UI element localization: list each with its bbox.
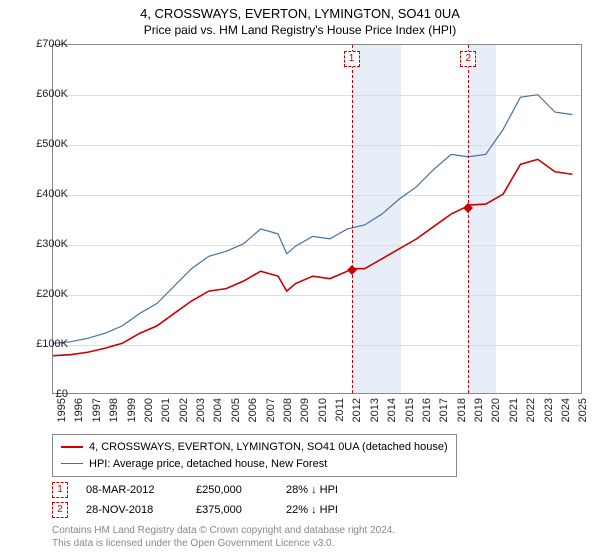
legend-swatch-blue bbox=[61, 463, 83, 464]
x-axis-label: 2010 bbox=[317, 398, 329, 428]
x-axis-label: 1996 bbox=[73, 398, 85, 428]
x-axis-label: 2014 bbox=[386, 398, 398, 428]
footer-line2: This data is licensed under the Open Gov… bbox=[52, 537, 395, 550]
x-axis-label: 2020 bbox=[490, 398, 502, 428]
x-axis-label: 2019 bbox=[473, 398, 485, 428]
y-axis-label: £500K bbox=[20, 138, 68, 150]
sale-marker-line bbox=[468, 45, 469, 393]
plot-area: 12 bbox=[52, 44, 582, 394]
sales-table: 1 08-MAR-2012£250,00028% ↓ HPI 2 28-NOV-201… bbox=[52, 480, 406, 520]
legend-swatch-red bbox=[61, 446, 83, 448]
x-axis-label: 2011 bbox=[334, 398, 346, 428]
y-axis-label: £600K bbox=[20, 88, 68, 100]
x-axis-label: 2016 bbox=[421, 398, 433, 428]
legend-row: 4, CROSSWAYS, EVERTON, LYMINGTON, SO41 0… bbox=[61, 439, 448, 456]
title-line2: Price paid vs. HM Land Registry's House … bbox=[0, 23, 600, 41]
y-axis-label: £700K bbox=[20, 38, 68, 50]
x-axis-label: 1997 bbox=[91, 398, 103, 428]
sale-date: 08-MAR-2012 bbox=[86, 484, 196, 496]
legend-label-red: 4, CROSSWAYS, EVERTON, LYMINGTON, SO41 0… bbox=[89, 439, 448, 456]
x-axis-label: 2005 bbox=[230, 398, 242, 428]
sale-marker-line bbox=[352, 45, 353, 393]
chart-container: 4, CROSSWAYS, EVERTON, LYMINGTON, SO41 0… bbox=[0, 0, 600, 560]
sale-price: £250,000 bbox=[196, 484, 286, 496]
x-axis-label: 2000 bbox=[143, 398, 155, 428]
legend-label-blue: HPI: Average price, detached house, New … bbox=[89, 456, 327, 473]
series_red-line bbox=[53, 159, 572, 355]
sale-marker-box: 2 bbox=[460, 51, 476, 67]
series_blue-line bbox=[53, 95, 572, 344]
sale-row: 1 08-MAR-2012£250,00028% ↓ HPI bbox=[52, 480, 406, 500]
x-axis-label: 2022 bbox=[525, 398, 537, 428]
x-axis-label: 2021 bbox=[508, 398, 520, 428]
x-axis-label: 2023 bbox=[543, 398, 555, 428]
x-axis-label: 2008 bbox=[282, 398, 294, 428]
title-line1: 4, CROSSWAYS, EVERTON, LYMINGTON, SO41 0… bbox=[0, 0, 600, 23]
x-axis-label: 2024 bbox=[560, 398, 572, 428]
chart-svg bbox=[53, 45, 581, 393]
x-axis-label: 2006 bbox=[247, 398, 259, 428]
y-axis-label: £100K bbox=[20, 338, 68, 350]
sale-row: 2 28-NOV-2018£375,00022% ↓ HPI bbox=[52, 500, 406, 520]
sale-marker-box: 1 bbox=[344, 51, 360, 67]
x-axis-label: 2002 bbox=[178, 398, 190, 428]
sale-marker-mini: 2 bbox=[52, 502, 68, 518]
x-axis-label: 2012 bbox=[351, 398, 363, 428]
x-axis-label: 2018 bbox=[456, 398, 468, 428]
y-axis-label: £400K bbox=[20, 188, 68, 200]
sale-price: £375,000 bbox=[196, 504, 286, 516]
legend: 4, CROSSWAYS, EVERTON, LYMINGTON, SO41 0… bbox=[52, 434, 457, 477]
sale-marker-mini: 1 bbox=[52, 482, 68, 498]
x-axis-label: 2013 bbox=[369, 398, 381, 428]
x-axis-label: 2004 bbox=[212, 398, 224, 428]
x-axis-label: 2025 bbox=[577, 398, 589, 428]
footer-line1: Contains HM Land Registry data © Crown c… bbox=[52, 524, 395, 537]
x-axis-label: 2007 bbox=[265, 398, 277, 428]
x-axis-label: 2001 bbox=[160, 398, 172, 428]
x-axis-label: 2003 bbox=[195, 398, 207, 428]
y-axis-label: £300K bbox=[20, 238, 68, 250]
x-axis-label: 1995 bbox=[56, 398, 68, 428]
legend-row: HPI: Average price, detached house, New … bbox=[61, 456, 448, 473]
sale-diff: 28% ↓ HPI bbox=[286, 484, 406, 496]
footer: Contains HM Land Registry data © Crown c… bbox=[52, 524, 395, 550]
sale-diff: 22% ↓ HPI bbox=[286, 504, 406, 516]
x-axis-label: 2009 bbox=[299, 398, 311, 428]
x-axis-label: 2017 bbox=[438, 398, 450, 428]
x-axis-label: 2015 bbox=[404, 398, 416, 428]
x-axis-label: 1999 bbox=[126, 398, 138, 428]
y-axis-label: £200K bbox=[20, 288, 68, 300]
sale-date: 28-NOV-2018 bbox=[86, 504, 196, 516]
x-axis-label: 1998 bbox=[108, 398, 120, 428]
